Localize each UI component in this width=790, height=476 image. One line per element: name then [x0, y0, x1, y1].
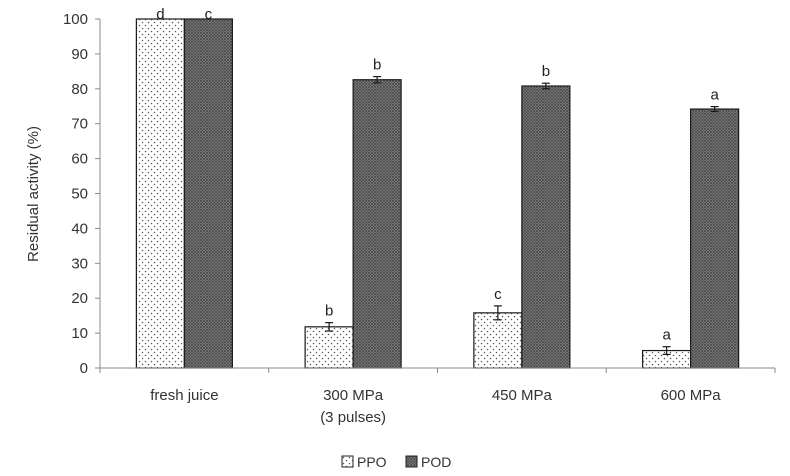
bar-pod-fresh-juice — [183, 18, 233, 369]
y-axis-ticks: 0 10 20 30 40 50 60 70 80 90 100 — [63, 11, 776, 377]
y-tick-label-70: 70 — [71, 116, 88, 133]
error-bar-ppo-600-mpa — [662, 346, 671, 355]
x-category-label-fresh-juice: fresh juice — [150, 387, 218, 404]
legend-swatch-pod — [405, 455, 418, 468]
y-tick-label-50: 50 — [71, 186, 88, 203]
sig-letter-pod-450-mpa: b — [542, 63, 550, 80]
y-axis-title: Residual activity (%) — [25, 126, 42, 262]
error-bar-ppo-300-mpa — [325, 322, 334, 332]
y-tick-label-60: 60 — [71, 151, 88, 168]
sig-letter-pod-300-mpa: b — [373, 57, 381, 74]
y-tick-label-90: 90 — [71, 46, 88, 63]
error-bar-ppo-450-mpa — [493, 305, 502, 321]
x-category-label-450-mpa: 450 MPa — [492, 387, 553, 404]
sig-letter-pod-fresh-juice: c — [205, 6, 213, 23]
bar-ppo-450-mpa — [473, 312, 523, 369]
sig-letter-ppo-fresh-juice: d — [156, 6, 164, 23]
y-tick-label-10: 10 — [71, 325, 88, 342]
bar-pod-450-mpa — [521, 85, 571, 369]
y-tick-label-30: 30 — [71, 255, 88, 272]
y-tick-label-100: 100 — [63, 11, 88, 28]
sig-letter-pod-600-mpa: a — [710, 87, 719, 104]
error-bar-pod-450-mpa — [541, 82, 550, 90]
bar-pod-300-mpa — [352, 79, 402, 369]
legend: PPO POD — [341, 454, 451, 470]
bar-ppo-300-mpa — [304, 326, 354, 369]
sig-letter-ppo-600-mpa: a — [662, 327, 671, 344]
error-bar-pod-600-mpa — [710, 105, 719, 113]
bar-ppo-fresh-juice — [135, 18, 185, 369]
y-tick-label-40: 40 — [71, 220, 88, 237]
significance-letters: d c b b c b a a — [156, 6, 719, 344]
legend-label-ppo: PPO — [357, 454, 387, 470]
sig-letter-ppo-300-mpa: b — [325, 303, 333, 320]
bars-group — [135, 18, 740, 369]
error-bar-pod-300-mpa — [373, 75, 382, 84]
legend-swatch-ppo — [341, 455, 354, 468]
x-category-label-600-mpa: 600 MPa — [661, 387, 722, 404]
bar-pod-600-mpa — [690, 108, 740, 369]
y-tick-label-0: 0 — [80, 360, 88, 377]
x-category-label-300-mpa: 300 MPa — [323, 387, 384, 404]
y-tick-label-80: 80 — [71, 81, 88, 98]
sig-letter-ppo-450-mpa: c — [494, 286, 502, 303]
x-category-sublabel-300-mpa: (3 pulses) — [320, 409, 386, 426]
y-tick-label-20: 20 — [71, 290, 88, 307]
category-labels: fresh juice 300 MPa (3 pulses) 450 MPa 600 M… — [150, 387, 721, 426]
legend-label-pod: POD — [421, 454, 451, 470]
